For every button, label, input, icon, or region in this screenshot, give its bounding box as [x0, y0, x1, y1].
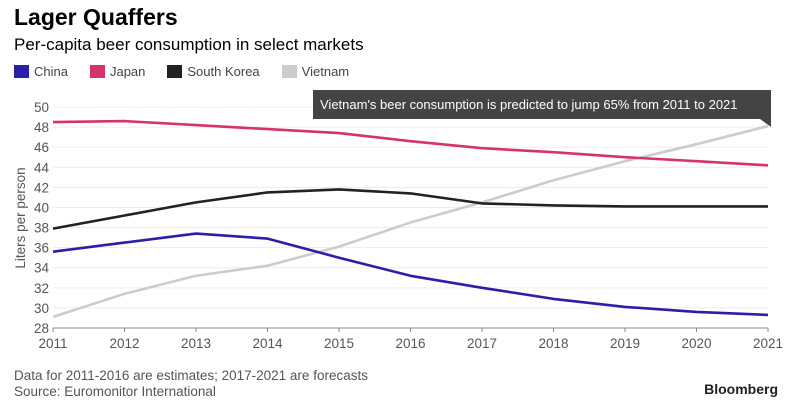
y-tick-label: 32 — [34, 281, 49, 296]
x-tick-label: 2019 — [610, 336, 640, 351]
legend-label: South Korea — [187, 64, 260, 79]
footer: Data for 2011-2016 are estimates; 2017-2… — [14, 368, 368, 400]
footnote: Data for 2011-2016 are estimates; 2017-2… — [14, 368, 368, 383]
series-line-japan — [52, 119, 769, 167]
series-line-china — [52, 232, 769, 317]
y-tick-label: 40 — [34, 200, 49, 215]
y-tick-label: 42 — [34, 180, 49, 195]
y-tick-label: 28 — [34, 321, 49, 336]
legend-swatch — [167, 65, 183, 78]
x-tick-label: 2011 — [38, 336, 67, 351]
y-tick-label: 30 — [34, 301, 49, 316]
legend-item-south-korea: South Korea — [167, 64, 260, 79]
x-tick-label: 2017 — [467, 336, 497, 351]
annotation-text: Vietnam's beer consumption is predicted … — [320, 97, 738, 112]
y-tick-label: 38 — [34, 221, 49, 236]
legend-item-china: China — [14, 64, 68, 79]
y-tick-label: 46 — [34, 140, 49, 155]
legend-label: China — [34, 64, 68, 79]
x-tick-label: 2020 — [681, 336, 711, 351]
y-tick-label: 36 — [34, 241, 49, 256]
y-tick-label: 44 — [34, 160, 50, 175]
legend-item-vietnam: Vietnam — [281, 64, 350, 79]
legend-swatch — [89, 65, 105, 78]
x-tick-label: 2013 — [181, 336, 211, 351]
annotation-box — [313, 90, 771, 119]
series-line-vietnam — [52, 124, 769, 319]
x-tick-label: 2012 — [109, 336, 139, 351]
x-tick-label: 2015 — [324, 336, 354, 351]
y-tick-label: 50 — [34, 100, 49, 115]
legend-swatch — [14, 65, 29, 78]
x-tick-label: 2018 — [538, 336, 568, 351]
annotation-pointer — [760, 119, 771, 127]
chart-title: Lager Quaffers — [14, 4, 178, 30]
y-tick-label: 34 — [34, 261, 50, 276]
legend-label: Japan — [109, 64, 146, 79]
x-tick-label: 2014 — [252, 336, 283, 351]
legend-label: Vietnam — [301, 64, 350, 79]
x-tick-label: 2016 — [395, 336, 425, 351]
legend: China Japan South Korea Vietnam — [14, 64, 349, 79]
legend-swatch — [281, 65, 297, 78]
source-note: Source: Euromonitor International — [14, 384, 216, 399]
y-axis-label: Liters per person — [13, 167, 28, 268]
x-tick-label: 2021 — [753, 336, 783, 351]
chart-subtitle: Per-capita beer consumption in select ma… — [14, 35, 364, 54]
legend-item-japan: Japan — [89, 64, 146, 79]
y-tick-label: 48 — [34, 120, 49, 135]
bloomberg-logo: Bloomberg — [704, 381, 778, 397]
